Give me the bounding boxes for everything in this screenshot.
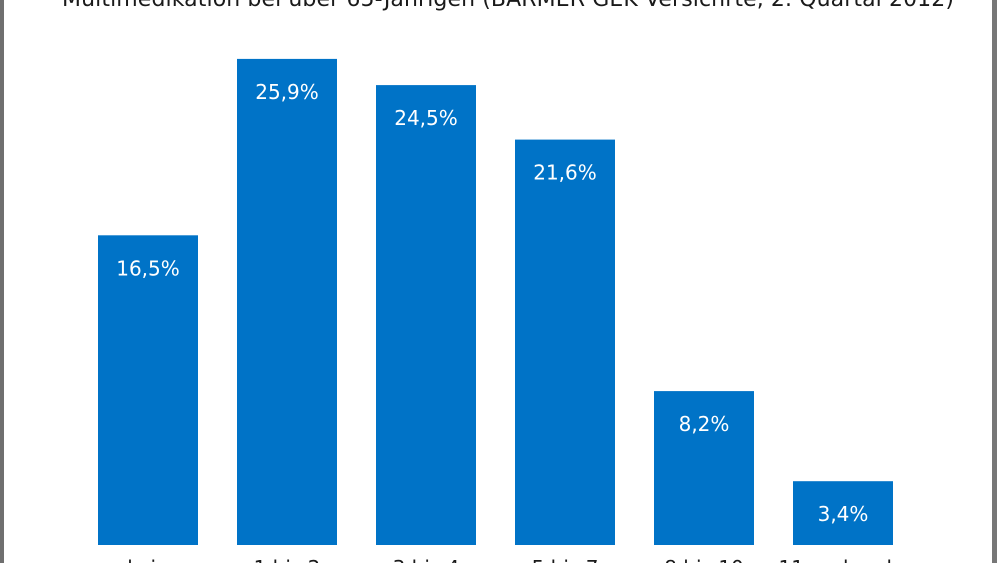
frame-left-border <box>0 0 4 563</box>
bar-value-label-3: 21,6% <box>533 161 597 185</box>
frame-right-border <box>992 0 997 563</box>
category-label-4: 8 bis 10 <box>664 556 744 563</box>
category-label-1: 1 bis 2 <box>254 556 321 563</box>
bar-1 <box>237 58 337 546</box>
bar-value-label-2: 24,5% <box>394 106 458 130</box>
bar-0 <box>98 235 198 546</box>
category-label-2: 3 bis 4 <box>393 556 460 563</box>
chart-title: Multimedikation bei über 65-Jährigen (BA… <box>62 0 954 12</box>
category-label-0: kein <box>127 556 168 563</box>
bar-2 <box>376 85 476 545</box>
category-label-3: 5 bis 7 <box>532 556 599 563</box>
bar-value-label-1: 25,9% <box>255 80 319 104</box>
bar-5 <box>793 481 893 545</box>
category-label-5: 11 und mehr <box>779 556 909 563</box>
bar-value-label-0: 16,5% <box>116 256 180 280</box>
bar-4 <box>654 391 754 545</box>
bar-value-label-5: 3,4% <box>818 502 869 526</box>
bar-value-label-4: 8,2% <box>679 412 730 436</box>
bar-3 <box>515 139 615 545</box>
